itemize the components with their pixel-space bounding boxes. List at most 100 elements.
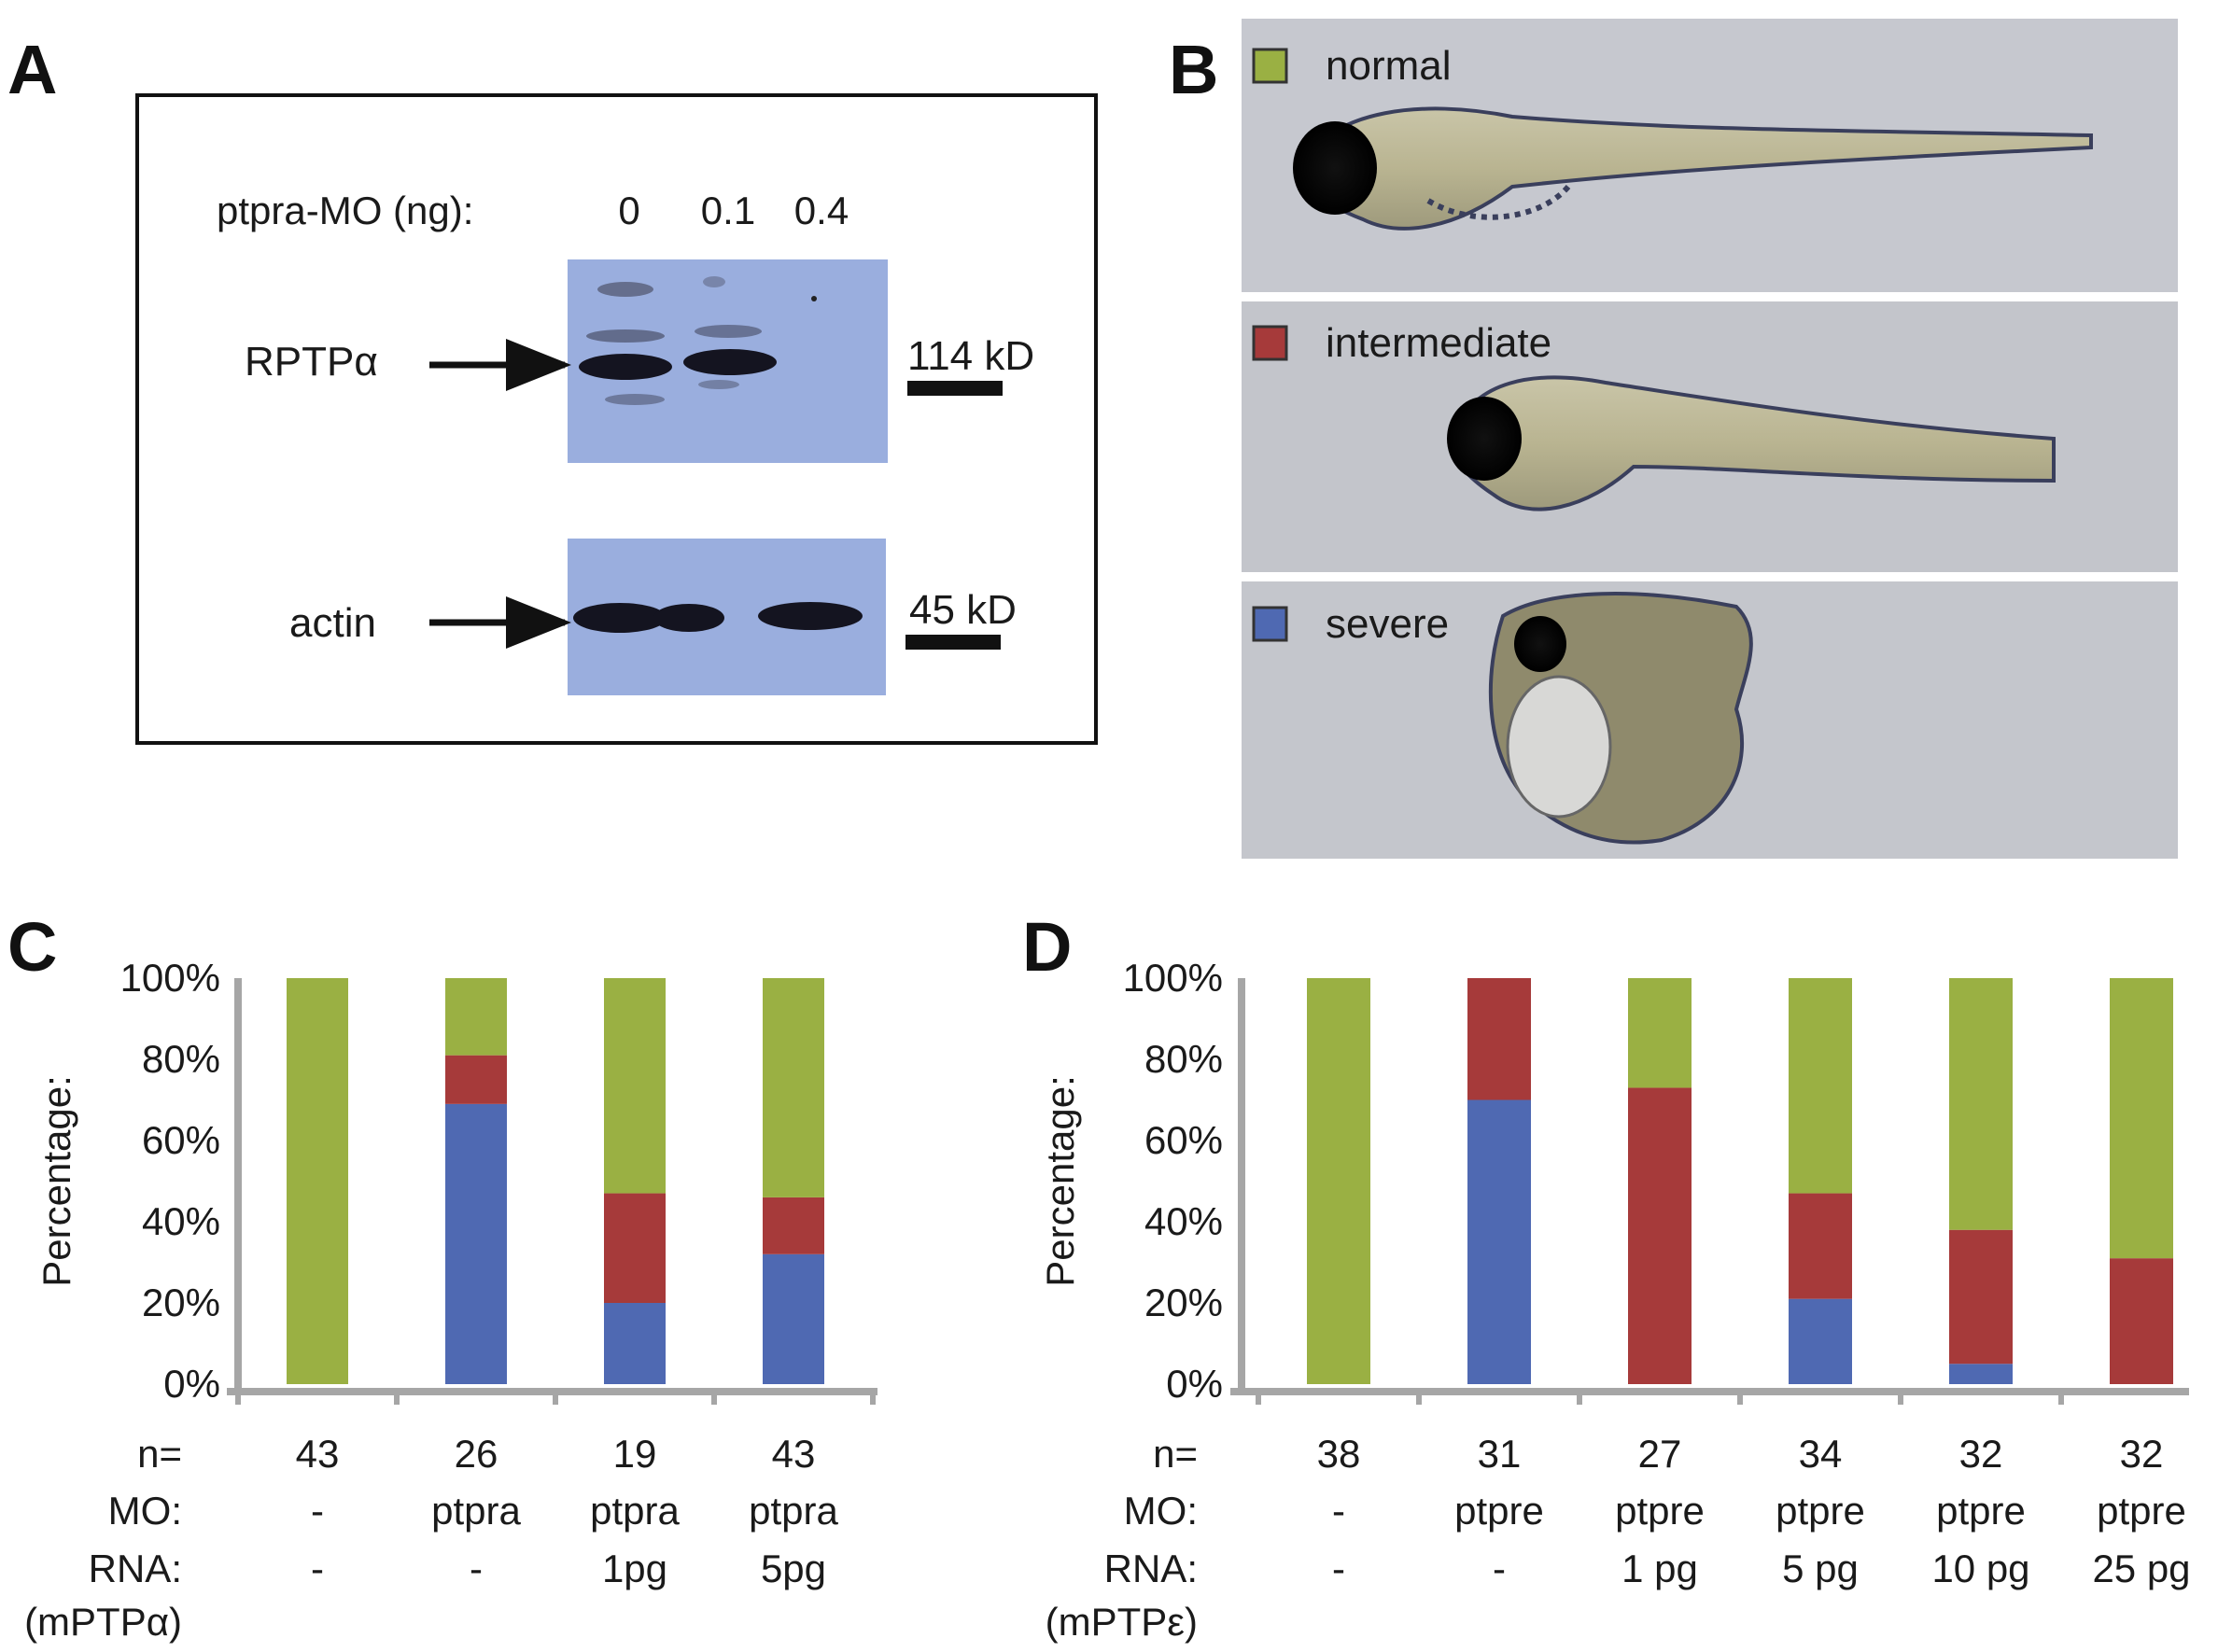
rna-value: - bbox=[1332, 1547, 1345, 1590]
n-value: 43 bbox=[296, 1432, 340, 1476]
bar-segment-severe bbox=[1789, 1298, 1852, 1384]
y-tick-label: 100% bbox=[120, 956, 220, 1000]
mo-value: ptpra bbox=[431, 1489, 521, 1533]
blot-band bbox=[683, 349, 777, 375]
row-label: MO: bbox=[108, 1489, 182, 1533]
n-value: 43 bbox=[772, 1432, 816, 1476]
y-tick-label: 40% bbox=[142, 1199, 220, 1243]
rna-value: - bbox=[311, 1547, 324, 1590]
y-tick-label: 100% bbox=[1123, 956, 1223, 1000]
bar-segment-severe bbox=[1467, 1099, 1531, 1384]
n-value: 27 bbox=[1638, 1432, 1682, 1476]
row-label: (mPTPε) bbox=[1046, 1600, 1198, 1644]
bar-segment-normal bbox=[1307, 978, 1370, 1384]
bar-segment-intermediate bbox=[604, 1193, 666, 1303]
panel-label-d: D bbox=[1022, 908, 1072, 986]
mo-value: ptpre bbox=[1615, 1489, 1705, 1533]
row-label: n= bbox=[137, 1432, 182, 1476]
marker-bar bbox=[907, 381, 1003, 396]
y-tick-label: 60% bbox=[142, 1118, 220, 1162]
blot-band bbox=[695, 325, 762, 338]
y-tick-label: 20% bbox=[142, 1281, 220, 1324]
marker-label-45: 45 kD bbox=[909, 587, 1017, 633]
blot-frame bbox=[135, 93, 1098, 745]
mo-value: ptpra bbox=[590, 1489, 680, 1533]
legend-label-intermediate: intermediate bbox=[1326, 320, 1551, 366]
bar-segment-severe bbox=[1949, 1364, 2013, 1384]
row-label: MO: bbox=[1124, 1489, 1198, 1533]
bar-segment-normal bbox=[1789, 978, 1852, 1194]
mo-value: ptpre bbox=[1454, 1489, 1544, 1533]
mo-value: ptpra bbox=[749, 1489, 838, 1533]
legend-swatch-intermediate bbox=[1252, 325, 1288, 361]
rna-value: 1 pg bbox=[1621, 1547, 1698, 1590]
n-value: 34 bbox=[1799, 1432, 1843, 1476]
n-value: 32 bbox=[2120, 1432, 2164, 1476]
n-value: 31 bbox=[1478, 1432, 1522, 1476]
rna-value: 1pg bbox=[602, 1547, 667, 1590]
row-label: n= bbox=[1153, 1432, 1198, 1476]
bar-segment-intermediate bbox=[1467, 978, 1531, 1100]
embryo-eye bbox=[1447, 397, 1522, 481]
bar-segment-intermediate bbox=[2110, 1258, 2173, 1384]
embryo-eye bbox=[1293, 121, 1377, 215]
mo-value: - bbox=[1332, 1489, 1345, 1533]
y-axis-label: Percentage: bbox=[1038, 1075, 1082, 1287]
bar-segment-normal bbox=[604, 978, 666, 1194]
row-label: (mPTPα) bbox=[24, 1600, 182, 1644]
bar-segment-intermediate bbox=[445, 1055, 507, 1104]
y-tick-label: 80% bbox=[142, 1037, 220, 1081]
bar-segment-intermediate bbox=[1949, 1229, 2013, 1365]
y-tick-label: 20% bbox=[1144, 1281, 1223, 1324]
panel-label-a: A bbox=[7, 31, 57, 108]
marker-bar bbox=[905, 635, 1001, 650]
panel-label-b: B bbox=[1169, 31, 1218, 108]
legend-label-normal: normal bbox=[1326, 43, 1452, 89]
y-axis-label: Percentage: bbox=[35, 1075, 78, 1287]
rna-value: 25 pg bbox=[2092, 1547, 2190, 1590]
blot-band bbox=[758, 602, 863, 630]
rna-value: 5 pg bbox=[1782, 1547, 1859, 1590]
y-tick-label: 40% bbox=[1144, 1199, 1223, 1243]
bar-segment-severe bbox=[763, 1253, 824, 1384]
bar-segment-severe bbox=[604, 1303, 666, 1384]
dose-label: ptpra-MO (ng): bbox=[217, 189, 473, 232]
bar-segment-normal bbox=[2110, 978, 2173, 1259]
embryo-images-panel: normal intermediate severe bbox=[1242, 19, 2178, 859]
mo-value: ptpre bbox=[2097, 1489, 2186, 1533]
bar-segment-intermediate bbox=[1628, 1087, 1692, 1384]
legend-label-severe: severe bbox=[1326, 601, 1449, 647]
rna-value: 5pg bbox=[761, 1547, 826, 1590]
y-tick-label: 60% bbox=[1144, 1118, 1223, 1162]
band-label-rptpa: RPTPα bbox=[245, 339, 378, 385]
blot-band bbox=[573, 603, 667, 633]
western-blot-panel: ptpra-MO (ng): 0 0.1 0.4 RPTPα 114 kD ac… bbox=[135, 93, 1098, 745]
blot-band bbox=[579, 354, 672, 380]
blot-band bbox=[605, 394, 665, 405]
dose-value: 0.4 bbox=[794, 189, 849, 232]
stacked-bar-chart-c: 0% 20% 40% 60% 80% 100% Percentage: 43 - - 26 ptpra… bbox=[24, 956, 877, 1644]
bar-segment-severe bbox=[445, 1103, 507, 1384]
stacked-bar-chart-d: 0% 20% 40% 60% 80% 100% Percentage: 38 - - 31 ptpre… bbox=[1038, 956, 2191, 1644]
rna-value: 10 pg bbox=[1931, 1547, 2029, 1590]
bar-segment-intermediate bbox=[1789, 1193, 1852, 1299]
bar-segment-normal bbox=[1949, 978, 2013, 1230]
rna-value: - bbox=[470, 1547, 483, 1590]
legend-swatch-severe bbox=[1252, 606, 1288, 642]
dose-value: 0 bbox=[618, 189, 639, 232]
bar-segment-normal bbox=[1628, 978, 1692, 1088]
embryo-edema bbox=[1506, 675, 1612, 819]
n-value: 19 bbox=[613, 1432, 657, 1476]
mo-value: ptpre bbox=[1936, 1489, 2026, 1533]
bar-segment-normal bbox=[445, 978, 507, 1056]
bar-segment-normal bbox=[763, 978, 824, 1197]
y-tick-label: 80% bbox=[1144, 1037, 1223, 1081]
blot-band bbox=[597, 282, 653, 297]
bar-segment-normal bbox=[287, 978, 348, 1384]
mo-value: ptpre bbox=[1776, 1489, 1865, 1533]
mo-value: - bbox=[311, 1489, 324, 1533]
band-label-actin: actin bbox=[289, 600, 376, 646]
embryo-body bbox=[1304, 106, 2093, 231]
blot-band bbox=[653, 604, 724, 632]
